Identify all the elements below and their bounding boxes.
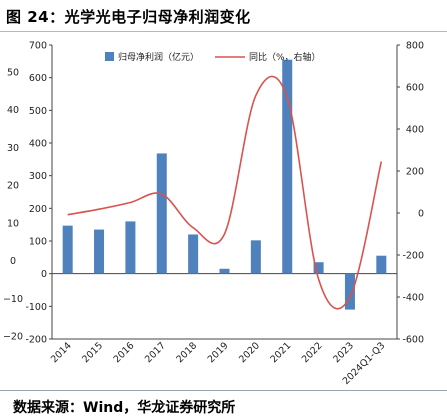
bar-series bbox=[62, 59, 387, 310]
outer-tick-label: 50 bbox=[7, 68, 19, 79]
x-tick-label: 2020 bbox=[237, 340, 262, 365]
legend-bar-label: 归母净利润（亿元） bbox=[118, 51, 199, 63]
outer-tick-label: 0 bbox=[10, 256, 16, 267]
right-tick-label: 400 bbox=[406, 125, 424, 136]
title-divider bbox=[0, 31, 447, 32]
right-tick-label: -400 bbox=[402, 293, 424, 304]
yoy-line bbox=[67, 75, 383, 310]
bar bbox=[250, 240, 261, 274]
left-tick-label: -200 bbox=[25, 335, 47, 346]
left-tick-label: 300 bbox=[29, 171, 47, 182]
left-tick-label: 600 bbox=[29, 73, 47, 84]
bar bbox=[219, 268, 230, 274]
bar bbox=[62, 225, 73, 274]
line-series bbox=[67, 75, 383, 310]
outer-tick-label: 30 bbox=[7, 143, 19, 154]
left-tick-label: -100 bbox=[25, 302, 47, 313]
x-tick-label: 2014 bbox=[49, 340, 74, 365]
x-tick-label: 2016 bbox=[112, 340, 137, 365]
source-divider bbox=[0, 390, 447, 391]
right-tick-label: 200 bbox=[406, 167, 424, 178]
outer-tick-label: 20 bbox=[7, 181, 19, 192]
left-tick-label: 700 bbox=[29, 41, 47, 52]
x-tick-label: 2023 bbox=[331, 340, 356, 365]
bar bbox=[282, 59, 293, 274]
left-tick-label: 500 bbox=[29, 106, 47, 117]
bar bbox=[188, 234, 199, 274]
bar bbox=[125, 221, 136, 274]
outer-tick-label: −20 bbox=[3, 332, 23, 343]
legend-line-label: 同比（%，右轴） bbox=[249, 51, 321, 63]
x-tick-label: 2022 bbox=[300, 340, 325, 365]
left-tick-label: 400 bbox=[29, 139, 47, 150]
right-tick-label: 600 bbox=[406, 83, 424, 94]
left-tick-label: 200 bbox=[29, 204, 47, 215]
left-tick-label: 100 bbox=[29, 237, 47, 248]
bar bbox=[313, 262, 324, 274]
bar bbox=[94, 229, 105, 274]
x-tick-label: 2019 bbox=[206, 340, 231, 365]
x-tick-label: 2017 bbox=[143, 340, 168, 365]
outer-tick-label: 40 bbox=[7, 105, 19, 116]
right-axis: 800 600 400 200 0 -200 -400 -600 bbox=[397, 41, 424, 346]
bar bbox=[344, 273, 355, 310]
right-tick-label: 0 bbox=[418, 209, 424, 220]
outer-tick-label: −10 bbox=[3, 294, 23, 305]
right-tick-label: -600 bbox=[402, 335, 424, 346]
bar bbox=[376, 255, 387, 274]
x-tick-label: 2018 bbox=[174, 340, 199, 365]
outer-axis: 50 40 30 20 10 0 −10 −20 bbox=[3, 68, 23, 343]
right-tick-label: -200 bbox=[402, 251, 424, 262]
figure-title: 图 24：光学光电子归母净利润变化 bbox=[6, 8, 251, 26]
x-tick-label: 2015 bbox=[80, 340, 105, 365]
x-tick-label: 2021 bbox=[268, 340, 293, 365]
bar bbox=[156, 153, 167, 274]
outer-tick-label: 10 bbox=[7, 218, 19, 229]
legend: 归母净利润（亿元） 同比（%，右轴） bbox=[105, 51, 321, 63]
right-tick-label: 800 bbox=[406, 41, 424, 52]
legend-bar-swatch bbox=[105, 52, 114, 61]
source-note: 数据来源：Wind，华龙证券研究所 bbox=[13, 400, 236, 416]
left-axis: 700 600 500 400 300 200 100 0 -100 -200 bbox=[25, 41, 52, 346]
x-axis: 2014 2015 2016 2017 2018 2019 2020 2021 2022 2023… bbox=[49, 340, 388, 387]
left-tick-label: 0 bbox=[41, 269, 47, 280]
